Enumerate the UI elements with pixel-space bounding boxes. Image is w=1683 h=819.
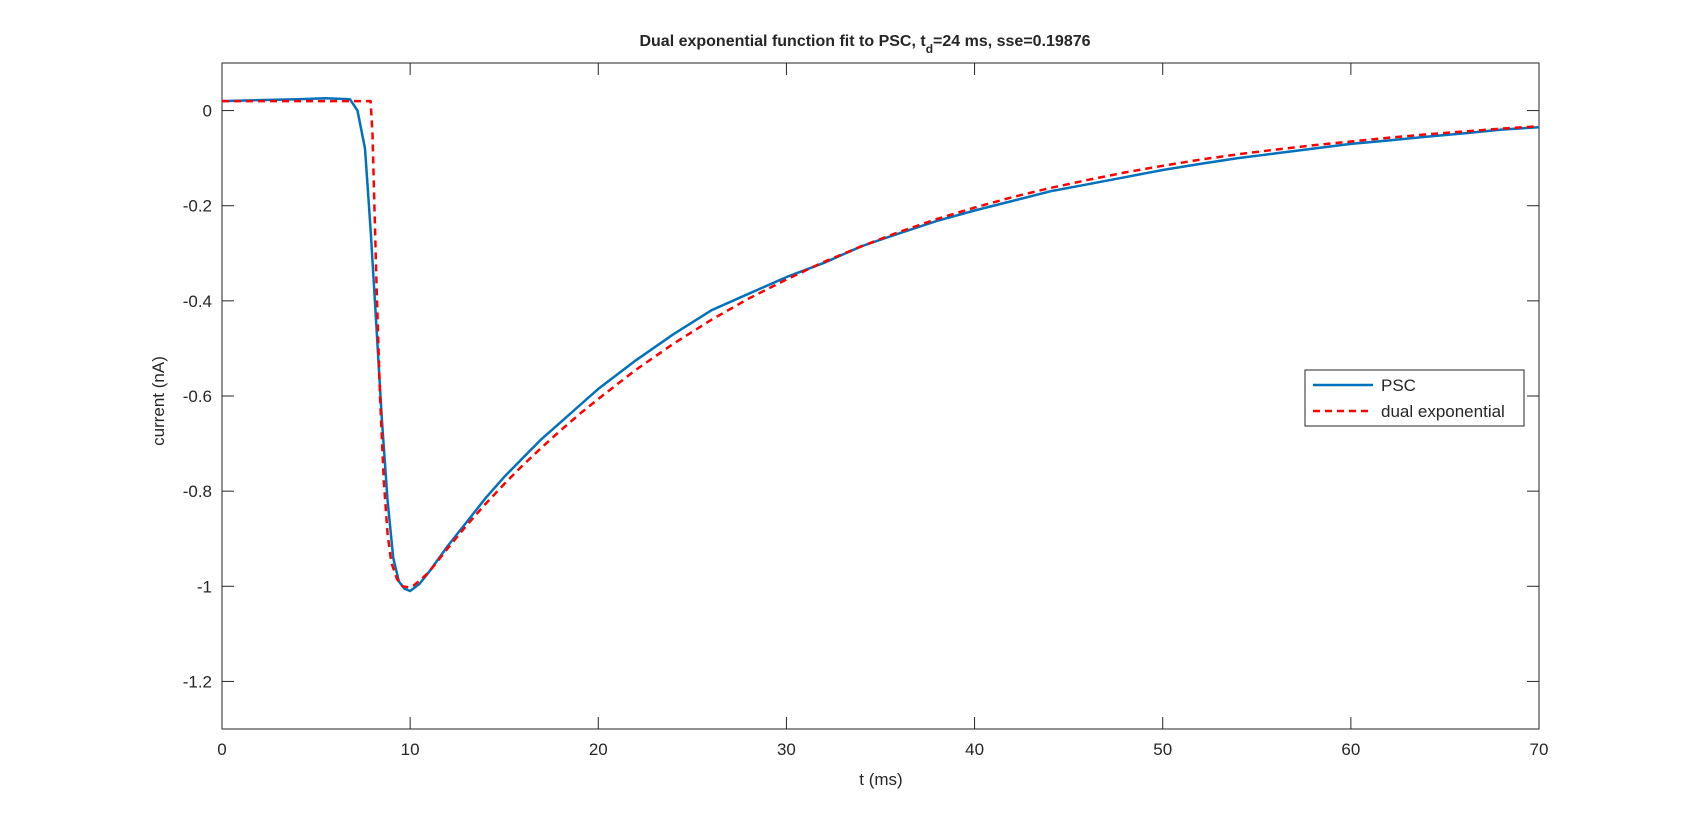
x-tick-label: 60 [1341,740,1360,759]
legend-label-dual-exponential: dual exponential [1381,402,1505,421]
x-axis-label: t (ms) [859,770,902,789]
x-tick-label: 10 [401,740,420,759]
series-line-psc [221,96,1540,593]
y-axis-label: current (nA) [149,356,168,446]
y-tick-label: -0.8 [183,482,212,501]
x-tick-label: 0 [217,740,226,759]
plot-area: 0 10 20 30 40 50 60 70 0 -0.2 -0.4 -0.6 -0.8 -1 -1.2 PS… [183,62,1549,759]
title-subscript: d [926,42,933,56]
x-tick-label: 70 [1530,740,1549,759]
legend-box [1304,369,1525,427]
title-prefix: Dual exponential function fit to PSC, t [639,33,926,50]
x-tick-label: 50 [1153,740,1172,759]
x-tick-label: 20 [589,740,608,759]
y-tick-label: -0.2 [183,197,212,216]
x-tick-label: 40 [965,740,984,759]
y-tick-label: -0.4 [183,292,212,311]
y-tick-label: -1 [197,577,212,596]
x-tick-label: 30 [777,740,796,759]
series-line-dual-exponential [222,99,1540,589]
chart-title: Dual exponential function fit to PSC, td… [639,33,1090,56]
title-suffix: =24 ms, sse=0.19876 [933,33,1091,50]
y-tick-label: -0.6 [183,387,212,406]
y-tick-label: 0 [203,102,212,121]
y-tick-label: -1.2 [183,672,212,691]
legend-label-psc: PSC [1381,376,1416,395]
